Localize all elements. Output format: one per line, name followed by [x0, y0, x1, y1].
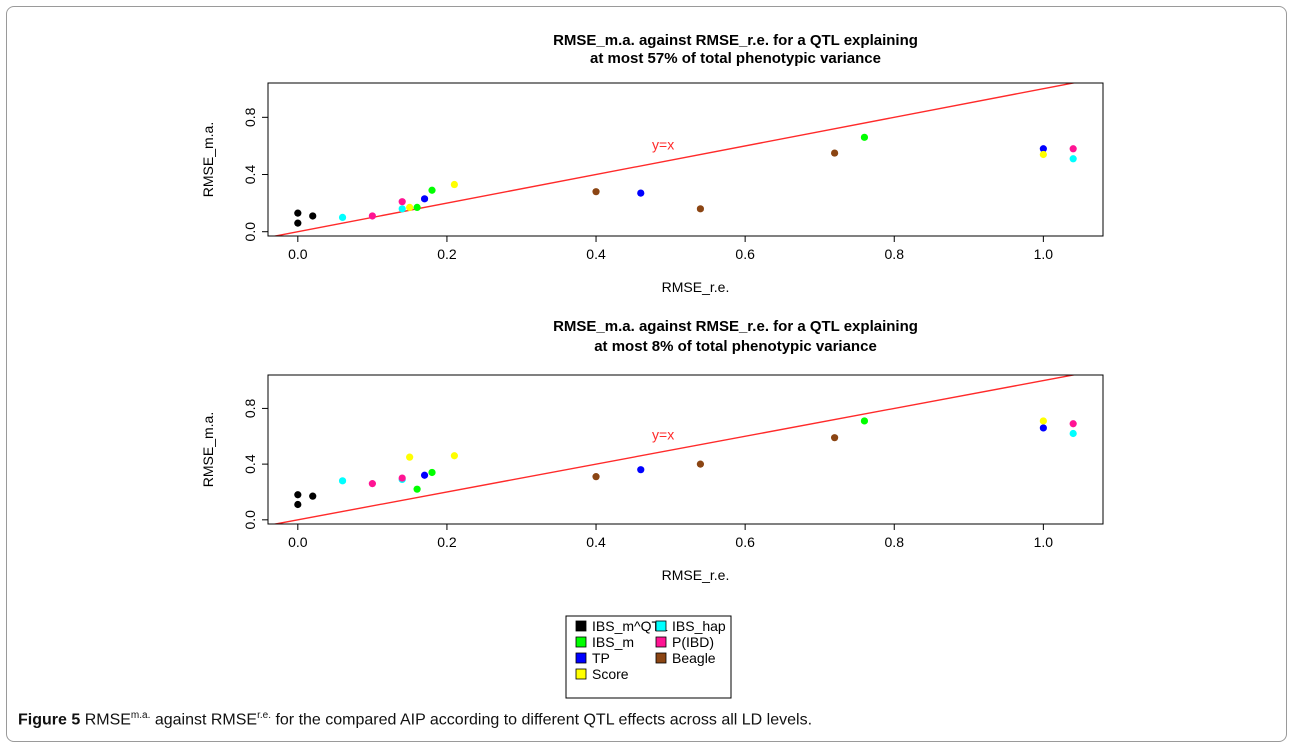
legend-swatch [575, 620, 587, 632]
data-point [592, 473, 600, 481]
legend-swatch [575, 668, 587, 680]
y-axis-label: RMSE_m.a. [200, 122, 216, 197]
data-point [1039, 150, 1047, 159]
legend-label: P(IBD) [672, 634, 714, 650]
plot-area-box [267, 374, 1104, 525]
legend-swatch [575, 652, 587, 664]
legend-label: TP [592, 650, 610, 666]
caption-rmse-1: RMSE [84, 711, 131, 729]
data-point [428, 186, 436, 194]
legend-swatch [655, 652, 667, 664]
data-point [398, 205, 406, 213]
data-point [428, 468, 436, 477]
reference-line-label: y=x [652, 137, 674, 153]
x-axis-label: RMSE_r.e. [662, 567, 730, 583]
data-point [294, 209, 302, 217]
chart-title-line-1: RMSE_m.a. against RMSE_r.e. for a QTL ex… [553, 32, 918, 49]
y-tick-label: 0.4 [242, 454, 258, 474]
legend-label: Score [592, 666, 629, 682]
y-tick-label: 0.8 [242, 107, 258, 127]
data-point [831, 149, 839, 157]
data-point [637, 466, 645, 474]
data-point [338, 213, 347, 222]
x-tick-label: 1.0 [1034, 246, 1054, 262]
data-point [294, 491, 302, 499]
reference-line-label: y=x [652, 427, 674, 443]
data-point [831, 434, 839, 442]
legend-label: IBS_m^QTL [592, 618, 668, 634]
caption-mid: against RMSE [150, 711, 258, 729]
figure-svg: RMSE_m.a. against RMSE_r.e. for a QTL ex… [200, 32, 1104, 699]
chart-title-line-2: at most 57% of total phenotypic variance [590, 50, 881, 67]
x-tick-label: 0.4 [586, 534, 606, 550]
y-tick-label: 0.8 [242, 398, 258, 418]
data-point [1039, 424, 1047, 432]
x-tick-label: 1.0 [1034, 534, 1054, 550]
x-tick-label: 0.0 [288, 534, 308, 550]
y-axis-label: RMSE_m.a. [200, 412, 216, 487]
x-tick-label: 0.2 [437, 246, 457, 262]
caption-rest: for the compared AIP according to differ… [271, 711, 813, 729]
data-point [1069, 429, 1077, 438]
chart-panel-1: RMSE_m.a. against RMSE_r.e. for a QTL ex… [200, 32, 1104, 295]
data-point [294, 219, 302, 227]
data-point [413, 203, 421, 212]
y-tick-label: 0.4 [242, 165, 258, 185]
caption-sup-1: m.a. [130, 710, 151, 721]
legend-swatch [655, 636, 667, 648]
x-tick-label: 0.8 [885, 534, 905, 550]
legend-box [565, 615, 732, 699]
data-point [696, 205, 705, 213]
x-tick-label: 0.6 [735, 246, 755, 262]
y-tick-label: 0.0 [242, 222, 258, 242]
data-point [1039, 145, 1047, 153]
legend-swatch [655, 620, 667, 632]
data-point [1069, 145, 1077, 153]
data-point [420, 471, 429, 479]
data-point [592, 188, 600, 196]
figure-caption: Figure 5 RMSEm.a. against RMSEr.e. for t… [18, 710, 812, 729]
reference-line [271, 375, 1077, 524]
data-point [309, 492, 317, 500]
reference-line [271, 83, 1077, 236]
caption-sup-2: r.e. [257, 710, 271, 721]
x-tick-label: 0.4 [586, 246, 606, 262]
data-point [1069, 155, 1077, 163]
x-tick-label: 0.0 [288, 246, 308, 262]
data-point [450, 452, 458, 460]
data-point [450, 180, 458, 189]
data-point [398, 198, 406, 206]
x-tick-label: 0.8 [885, 246, 905, 262]
plot-area-box [267, 82, 1104, 237]
data-point [398, 474, 406, 482]
legend-swatch [575, 636, 587, 648]
data-point [1069, 420, 1077, 428]
x-tick-label: 0.2 [437, 534, 457, 550]
data-point [420, 195, 429, 203]
data-point [860, 133, 869, 141]
legend-label: Beagle [672, 650, 716, 666]
data-point [1039, 417, 1047, 425]
data-point [368, 480, 376, 488]
data-point [294, 500, 302, 509]
chart-title-line-2: at most 8% of total phenotypic variance [594, 338, 877, 355]
data-point [696, 460, 705, 468]
x-axis-label: RMSE_r.e. [662, 279, 730, 295]
data-point [309, 212, 317, 220]
data-point [406, 453, 414, 461]
y-tick-label: 0.0 [242, 510, 258, 530]
legend-label: IBS_m [592, 634, 634, 650]
legend-label: IBS_hap [672, 618, 726, 634]
data-point [338, 477, 347, 485]
chart-panel-2: RMSE_m.a. against RMSE_r.e. for a QTL ex… [200, 318, 1104, 583]
data-point [637, 189, 645, 197]
data-point [860, 417, 869, 425]
data-point [406, 203, 414, 212]
data-point [368, 212, 376, 220]
chart-title-line-1: RMSE_m.a. against RMSE_r.e. for a QTL ex… [553, 318, 918, 335]
data-point [413, 485, 421, 493]
caption-label: Figure 5 [18, 711, 81, 729]
x-tick-label: 0.6 [735, 534, 755, 550]
